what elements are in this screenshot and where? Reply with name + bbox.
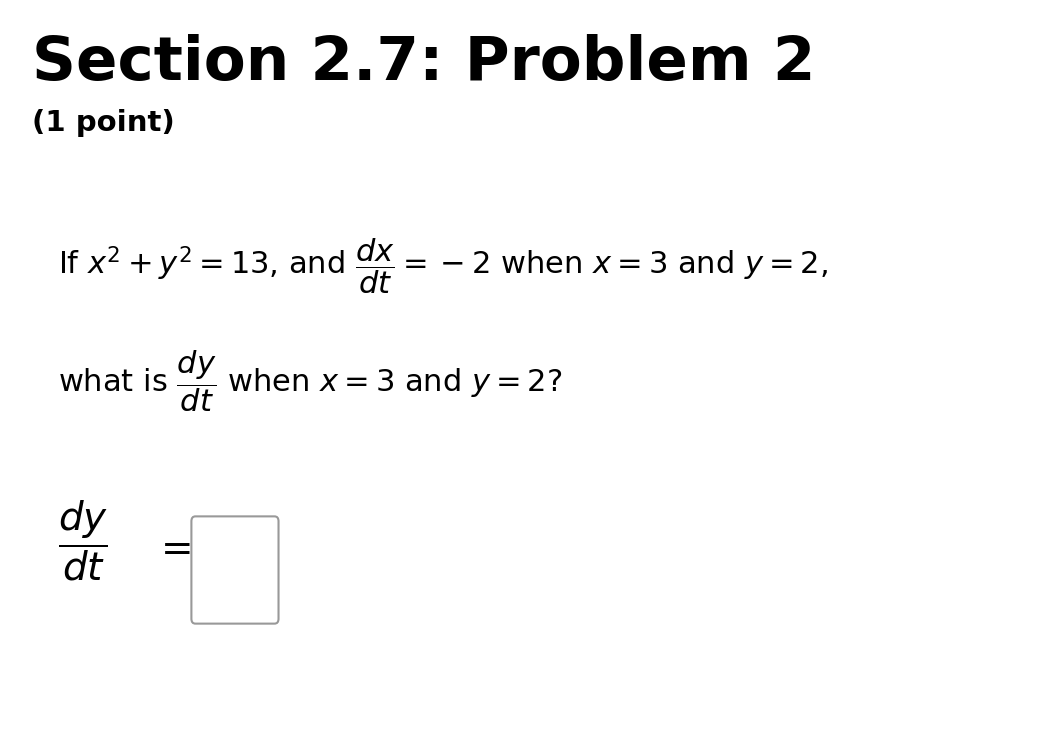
FancyBboxPatch shape: [191, 516, 279, 624]
Text: what is $\dfrac{dy}{dt}$ when $x = 3$ and $y = 2$?: what is $\dfrac{dy}{dt}$ when $x = 3$ an…: [58, 349, 563, 414]
Text: Section 2.7: Problem 2: Section 2.7: Problem 2: [32, 34, 815, 93]
Text: $=$: $=$: [153, 529, 191, 567]
Text: If $x^2 + y^2 = 13$, and $\dfrac{dx}{dt} = -2$ when $x = 3$ and $y = 2$,: If $x^2 + y^2 = 13$, and $\dfrac{dx}{dt}…: [58, 236, 828, 296]
Text: $\dfrac{dy}{dt}$: $\dfrac{dy}{dt}$: [58, 499, 108, 583]
Text: (1 point): (1 point): [32, 109, 174, 136]
